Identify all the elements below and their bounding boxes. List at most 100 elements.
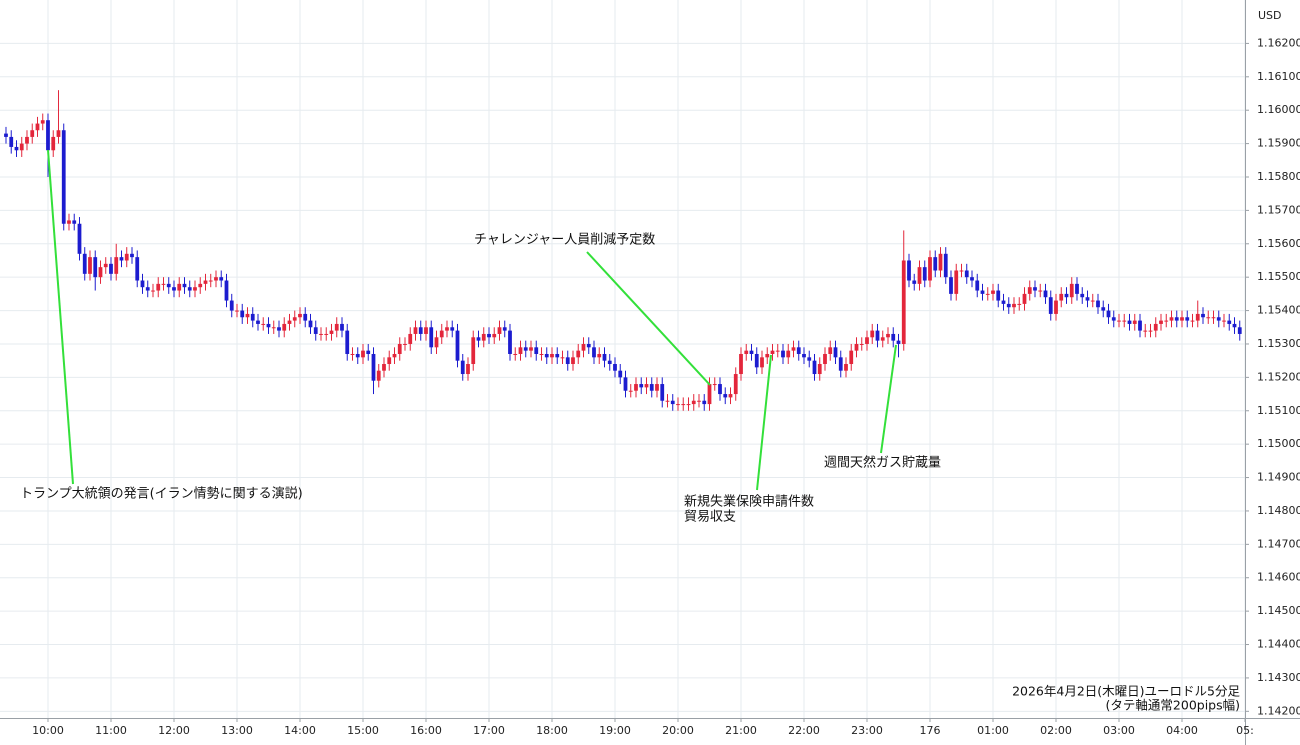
candle-body (1216, 317, 1221, 321)
candle-body (172, 287, 176, 291)
candle-body (203, 280, 208, 284)
candle-body (1059, 293, 1064, 301)
candle-body (644, 384, 649, 388)
candle-body (870, 330, 875, 338)
candle-body (996, 290, 1001, 301)
candle-body (82, 253, 87, 274)
candle-body (502, 327, 507, 331)
candle-body (224, 280, 229, 301)
candle-body (534, 347, 539, 354)
candle-body (639, 384, 644, 388)
candle-body (1138, 320, 1142, 331)
candle-body (1148, 330, 1153, 332)
candle-body (854, 343, 859, 351)
y-tick-label: 1.15000 (1257, 437, 1300, 450)
candle-body (518, 347, 523, 354)
candle-body (1232, 323, 1237, 328)
annotation-leader (756, 354, 772, 491)
x-tick-label: 02:00 (1040, 724, 1072, 737)
candle-body (88, 257, 92, 274)
candle-body (807, 357, 812, 361)
candle-body (424, 327, 428, 334)
candle-body (103, 263, 108, 268)
candle-body (1069, 283, 1074, 298)
candle-body (334, 323, 339, 331)
candle-body (1080, 293, 1085, 298)
candle-body (487, 333, 491, 338)
candle-body (817, 364, 822, 375)
candle-body (676, 404, 680, 406)
y-tick-label: 1.15900 (1257, 137, 1300, 150)
candle-body (733, 374, 738, 395)
y-tick-label: 1.15800 (1257, 170, 1300, 183)
candle-body (177, 283, 182, 291)
candle-body (943, 253, 948, 278)
candle-body (1122, 320, 1127, 322)
candle-body (555, 353, 560, 358)
chart-note: 2026年4月2日(木曜日)ユーロドル5分足 (1012, 684, 1240, 699)
candle-body (718, 384, 722, 395)
candle-body (1101, 307, 1106, 311)
candle-body (607, 360, 612, 365)
candle-body (156, 283, 161, 291)
candle-body (476, 337, 481, 341)
candle-body (1075, 283, 1079, 294)
candle-body (219, 277, 224, 281)
candle-body (145, 287, 150, 291)
candle-body (1201, 313, 1205, 318)
y-tick-label: 1.15100 (1257, 404, 1300, 417)
x-tick-label: 19:00 (599, 724, 631, 737)
candle-body (1054, 300, 1058, 314)
candle-body (838, 357, 843, 371)
x-tick-label: 03:00 (1103, 724, 1135, 737)
candle-body (791, 347, 796, 351)
candle-body (686, 404, 691, 406)
candle-body (754, 353, 759, 368)
candle-body (214, 277, 218, 281)
candle-body (292, 317, 297, 321)
candle-body (691, 400, 696, 405)
candle-body (954, 270, 959, 294)
candle-body (1012, 303, 1016, 308)
y-tick-label: 1.16100 (1257, 70, 1300, 83)
y-tick-label: 1.14800 (1257, 504, 1300, 517)
candle-body (455, 330, 460, 361)
candle-body (1111, 317, 1116, 321)
candle-body (970, 277, 974, 281)
candle-body (46, 120, 50, 151)
candle-body (298, 313, 302, 318)
candle-body (1195, 313, 1200, 321)
candle-body (313, 327, 318, 334)
candle-body (665, 400, 670, 402)
candle-body (1006, 303, 1011, 308)
candle-body (1096, 300, 1100, 308)
candle-body (739, 353, 743, 375)
candle-body (1038, 290, 1043, 292)
candle-body (550, 353, 554, 358)
candle-body (812, 360, 817, 375)
candle-body (597, 353, 602, 358)
candle-body (1001, 300, 1006, 304)
candle-body (907, 260, 911, 281)
candle-body (72, 220, 77, 224)
x-tick-label: 17:00 (473, 724, 505, 737)
candle-body (460, 360, 465, 375)
candle-body (697, 400, 701, 402)
candle-body (14, 146, 19, 151)
candle-body (1017, 303, 1022, 305)
candle-body (655, 384, 659, 391)
candle-body (266, 323, 271, 328)
candle-body (345, 330, 350, 354)
x-tick-label: 16:00 (410, 724, 442, 737)
candle-body (151, 290, 155, 292)
candle-body (508, 330, 512, 354)
candle-body (602, 353, 607, 361)
candle-body (933, 257, 938, 271)
candle-body (1164, 320, 1169, 322)
candle-body (198, 283, 203, 288)
candle-body (471, 337, 476, 365)
candle-body (135, 257, 140, 281)
candle-body (865, 337, 869, 344)
candle-body (1043, 290, 1048, 298)
candle-body (193, 287, 197, 291)
